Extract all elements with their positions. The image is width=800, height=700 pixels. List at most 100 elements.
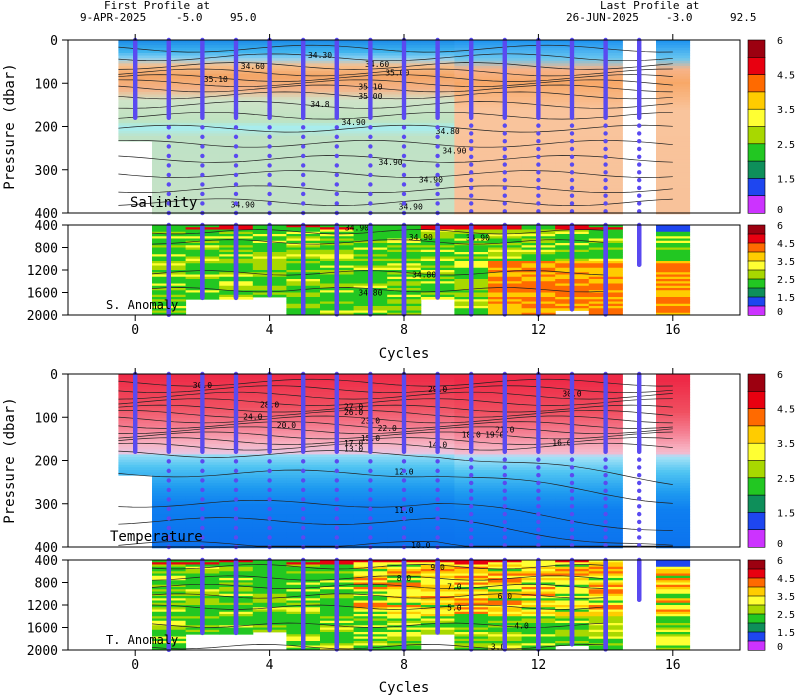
contour-label: 34.60 bbox=[365, 60, 389, 69]
heat-cell bbox=[588, 182, 623, 186]
heat-cell bbox=[286, 128, 321, 132]
heat-cell bbox=[420, 169, 455, 173]
heat-cell bbox=[420, 141, 455, 145]
profile-dots bbox=[133, 37, 642, 317]
anomaly-cell bbox=[656, 279, 691, 282]
heat-cell bbox=[521, 167, 556, 171]
heat-cell bbox=[353, 180, 388, 184]
profile-point bbox=[301, 115, 306, 121]
heat-cell bbox=[320, 198, 355, 202]
heat-cell bbox=[286, 123, 321, 127]
first-profile-date: 9-APR-2025 bbox=[80, 11, 146, 24]
heat-cell bbox=[387, 159, 422, 163]
anomaly-cell bbox=[656, 270, 691, 273]
heat-cell bbox=[555, 198, 590, 202]
profile-point bbox=[233, 125, 239, 130]
first-profile-lat: -5.0 bbox=[176, 11, 203, 24]
heat-cell bbox=[588, 136, 623, 140]
heat-cell bbox=[656, 143, 691, 147]
heat-cell bbox=[656, 156, 691, 160]
heat-cell bbox=[420, 185, 455, 189]
heat-cell bbox=[488, 167, 523, 171]
heat-cell bbox=[185, 159, 220, 163]
anomaly-cell bbox=[656, 272, 691, 275]
profile-point bbox=[401, 191, 407, 197]
profile-point bbox=[368, 125, 373, 130]
heat-cell bbox=[555, 120, 590, 124]
heat-cell bbox=[521, 206, 556, 210]
heat-cell bbox=[286, 151, 321, 155]
heat-cell bbox=[656, 58, 691, 62]
heat-cell bbox=[656, 110, 691, 114]
profile-point bbox=[233, 144, 239, 149]
profile-point bbox=[200, 125, 205, 130]
profile-point bbox=[301, 163, 306, 168]
heat-cell bbox=[420, 198, 455, 202]
heat-cell bbox=[252, 180, 287, 184]
heat-cell bbox=[219, 185, 254, 189]
anomaly-cell bbox=[656, 312, 691, 316]
heat-cell bbox=[656, 107, 691, 111]
heat-cell bbox=[152, 156, 187, 160]
heat-cell bbox=[555, 151, 590, 155]
heat-cell bbox=[320, 141, 355, 145]
heat-cell bbox=[588, 206, 623, 210]
heat-cell bbox=[420, 128, 455, 132]
heat-cell bbox=[488, 190, 523, 194]
heat-cell bbox=[656, 81, 691, 85]
heat-cell bbox=[353, 198, 388, 202]
profile-point bbox=[233, 134, 239, 140]
heat-cell bbox=[588, 143, 623, 147]
heat-cell bbox=[152, 141, 187, 145]
heat-cell bbox=[320, 148, 355, 152]
contour-label: 34.90 bbox=[409, 233, 433, 242]
heat-cell bbox=[488, 128, 523, 132]
salinity-panel: 34.3034.6034.6035.0035.1035.1035.0034.83… bbox=[2, 34, 795, 362]
heat-cell bbox=[252, 185, 287, 189]
contour-label: 35.00 bbox=[385, 68, 409, 77]
profile-point bbox=[133, 115, 138, 121]
anomaly-cell bbox=[656, 254, 691, 257]
profile-point bbox=[368, 191, 373, 197]
contour-line bbox=[151, 239, 606, 245]
heat-cell bbox=[185, 180, 220, 184]
heat-cell bbox=[656, 177, 691, 181]
heat-cell bbox=[353, 185, 388, 189]
heat-cell bbox=[286, 198, 321, 202]
heat-cell bbox=[656, 169, 691, 173]
profile-point bbox=[233, 182, 239, 187]
heat-cell bbox=[420, 130, 455, 134]
heat-cell bbox=[219, 208, 254, 212]
heat-cell bbox=[252, 198, 287, 202]
heat-cell bbox=[185, 195, 220, 199]
heat-cell bbox=[185, 167, 220, 171]
profile-point bbox=[200, 191, 205, 197]
heat-cell bbox=[454, 151, 489, 155]
heat-cell bbox=[420, 151, 455, 155]
profile-point bbox=[469, 193, 474, 198]
contour-line bbox=[118, 139, 673, 148]
heat-cell bbox=[656, 102, 691, 106]
profile-point bbox=[469, 185, 474, 191]
heat-cell bbox=[286, 138, 321, 142]
heat-cell bbox=[656, 60, 691, 64]
profile-point bbox=[166, 144, 171, 149]
heat-cell bbox=[118, 125, 153, 129]
heat-cell bbox=[656, 99, 691, 103]
anomaly-cell bbox=[656, 310, 691, 314]
profile-point bbox=[368, 163, 373, 168]
profile-point bbox=[401, 172, 407, 178]
anomaly-cell bbox=[656, 292, 691, 296]
profile-point bbox=[401, 125, 407, 130]
heat-cell bbox=[320, 159, 355, 163]
contour-line bbox=[118, 185, 673, 193]
heat-cell bbox=[252, 187, 287, 191]
heat-cell bbox=[656, 133, 691, 137]
heat-cell bbox=[588, 167, 623, 171]
contour-label: 34.90 bbox=[442, 146, 466, 155]
heat-cell bbox=[320, 123, 355, 127]
heat-cell bbox=[656, 187, 691, 191]
profile-point bbox=[334, 172, 339, 178]
heat-cell bbox=[286, 185, 321, 189]
